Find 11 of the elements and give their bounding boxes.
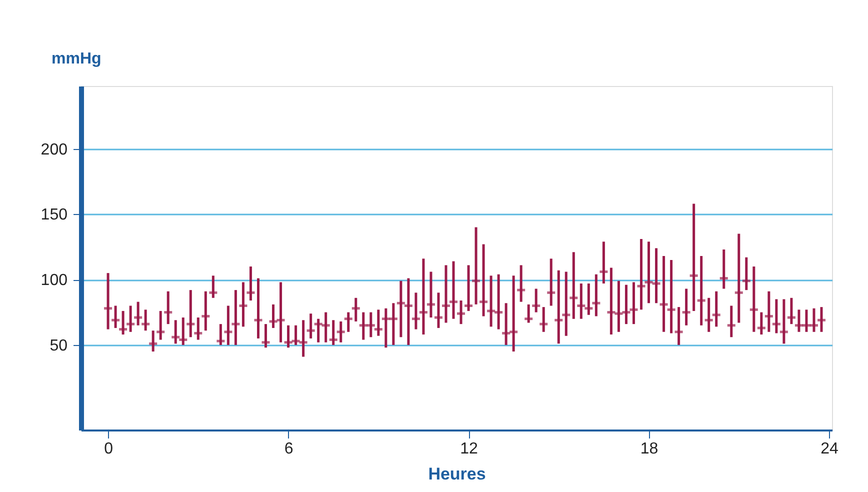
y-tick-label: 100: [40, 272, 68, 290]
y-axis-title: mmHg: [52, 50, 102, 68]
x-tick-label: 24: [820, 440, 838, 458]
x-tick-label: 0: [104, 440, 114, 458]
x-tick-label: 12: [460, 440, 478, 458]
y-tick-label: 50: [50, 337, 68, 354]
y-tick-label: 200: [40, 141, 68, 158]
y-tick-label: 150: [40, 206, 68, 224]
x-tick-label: 18: [640, 440, 658, 458]
x-tick-label: 6: [284, 440, 294, 458]
x-axis-title: Heures: [428, 464, 486, 484]
